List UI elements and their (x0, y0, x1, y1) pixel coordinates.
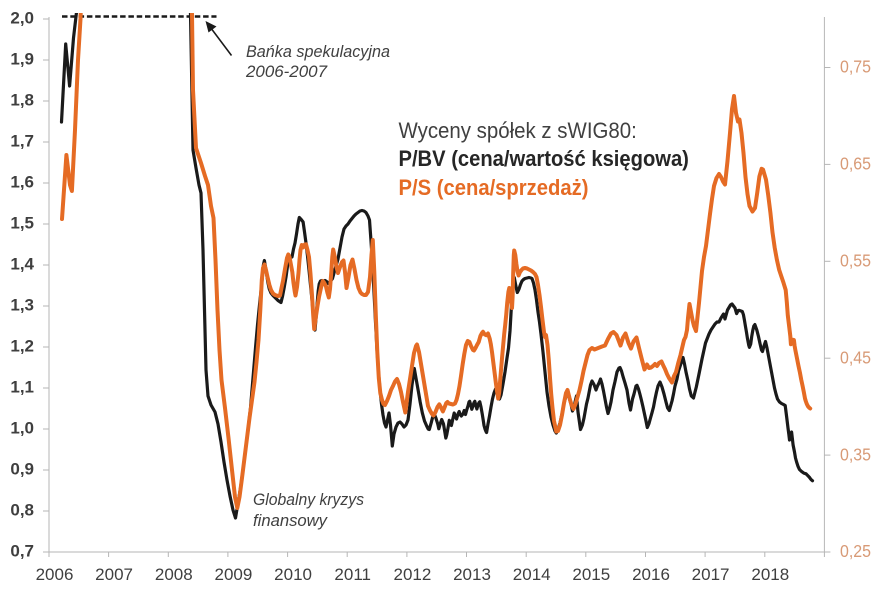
svg-text:0,55: 0,55 (840, 251, 871, 271)
svg-text:P/BV (cena/wartość księgowa): P/BV (cena/wartość księgowa) (399, 146, 689, 171)
svg-text:2007: 2007 (95, 565, 133, 584)
svg-text:1,5: 1,5 (10, 214, 34, 233)
svg-text:1,0: 1,0 (10, 419, 34, 438)
svg-text:Wyceny spółek z sWIG80:: Wyceny spółek z sWIG80: (399, 118, 637, 143)
svg-text:2013: 2013 (453, 565, 491, 584)
svg-text:2016: 2016 (632, 565, 670, 584)
svg-text:finansowy: finansowy (253, 511, 328, 530)
svg-text:2008: 2008 (155, 565, 193, 584)
svg-text:0,7: 0,7 (10, 542, 34, 561)
svg-text:1,4: 1,4 (10, 255, 34, 274)
svg-text:2012: 2012 (393, 565, 431, 584)
svg-text:1,8: 1,8 (10, 91, 34, 110)
svg-text:0,35: 0,35 (840, 444, 871, 464)
svg-text:1,6: 1,6 (10, 173, 34, 192)
svg-text:0,8: 0,8 (10, 501, 34, 520)
svg-text:2011: 2011 (334, 565, 371, 584)
svg-text:0,75: 0,75 (840, 57, 871, 77)
svg-text:Globalny kryzys: Globalny kryzys (253, 490, 364, 509)
svg-text:P/S (cena/sprzedaż): P/S (cena/sprzedaż) (399, 175, 589, 200)
svg-text:2014: 2014 (513, 565, 551, 584)
svg-text:2,0: 2,0 (10, 9, 34, 28)
svg-text:0,45: 0,45 (840, 347, 871, 367)
svg-text:1,3: 1,3 (10, 296, 34, 315)
svg-text:2015: 2015 (572, 565, 610, 584)
svg-text:2006: 2006 (36, 565, 74, 584)
svg-text:1,9: 1,9 (10, 50, 34, 69)
svg-text:0,9: 0,9 (10, 460, 34, 479)
svg-text:Bańka spekulacyjna: Bańka spekulacyjna (246, 42, 390, 61)
svg-text:2010: 2010 (274, 565, 312, 584)
svg-text:0,65: 0,65 (840, 154, 871, 174)
svg-text:2006-2007: 2006-2007 (245, 62, 328, 81)
svg-text:1,7: 1,7 (10, 132, 34, 151)
svg-text:2018: 2018 (751, 565, 789, 584)
svg-text:0,25: 0,25 (840, 541, 871, 561)
svg-text:1,2: 1,2 (10, 337, 34, 356)
svg-text:2017: 2017 (692, 565, 730, 584)
svg-text:2009: 2009 (214, 565, 252, 584)
svg-text:1,1: 1,1 (10, 378, 34, 397)
